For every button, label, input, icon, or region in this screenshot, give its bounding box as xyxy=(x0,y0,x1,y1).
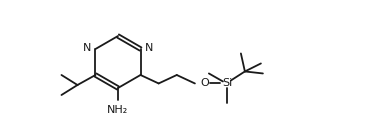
Text: N: N xyxy=(145,43,153,53)
Text: N: N xyxy=(83,43,91,53)
Text: Si: Si xyxy=(222,78,232,88)
Text: NH₂: NH₂ xyxy=(107,105,129,115)
Text: O: O xyxy=(200,78,209,88)
